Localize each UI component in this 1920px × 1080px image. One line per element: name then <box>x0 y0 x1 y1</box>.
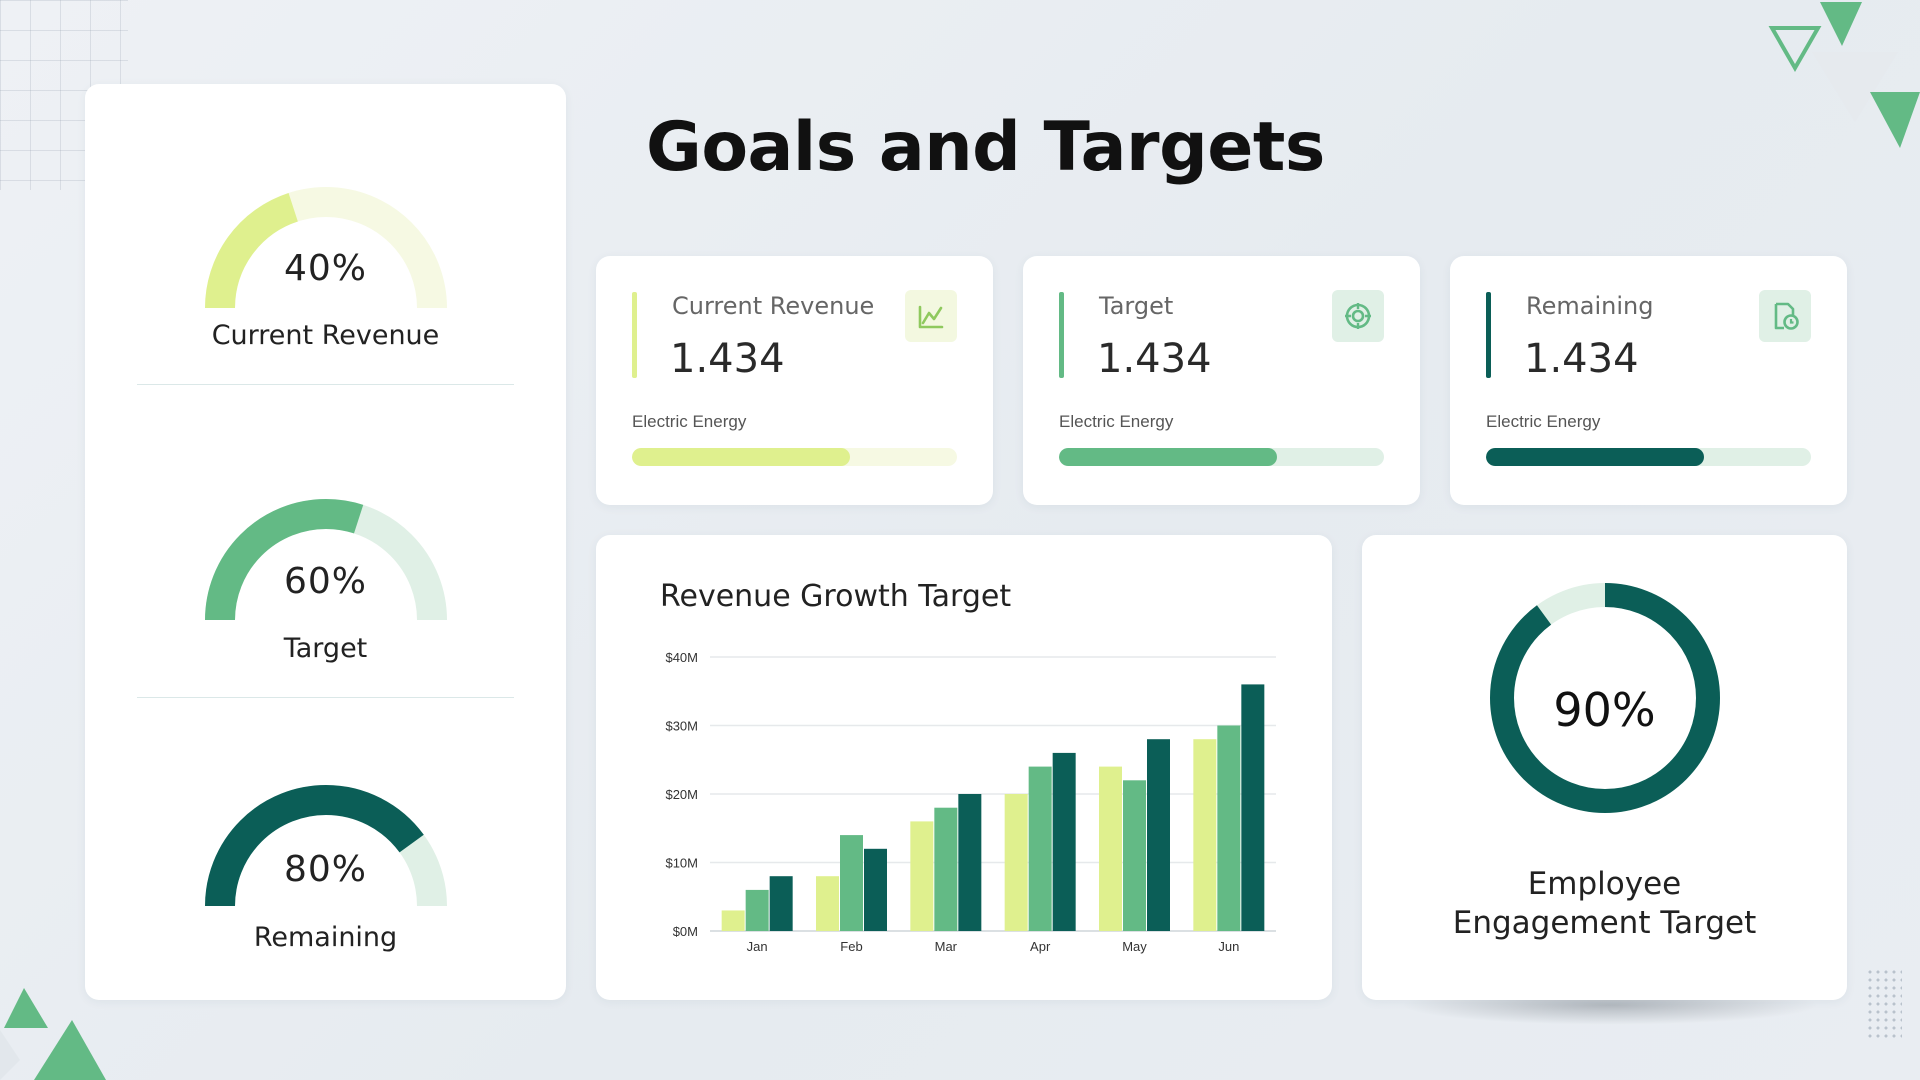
x-tick-label: May <box>1122 939 1147 954</box>
gauge-label: Target <box>283 633 368 664</box>
bar <box>1052 752 1076 931</box>
progress-fill <box>632 448 850 466</box>
gauge-arc <box>204 187 447 309</box>
bar <box>1217 725 1241 931</box>
employee-engagement-card: 90% Employee Engagement Target <box>1362 535 1847 1000</box>
stat-title: Target <box>1099 292 1174 320</box>
revenue-growth-chart-card: Revenue Growth Target $0M $10M $20M $30M $40… <box>596 535 1332 1000</box>
stat-subtitle: Electric Energy <box>632 412 747 431</box>
gauge-percent: 80% <box>283 849 367 890</box>
x-tick-label: Jun <box>1218 939 1239 954</box>
document-clock-icon[interactable] <box>1759 290 1811 342</box>
bar <box>840 835 863 931</box>
stat-value: 1.434 <box>1097 336 1212 382</box>
stat-title: Remaining <box>1526 292 1654 320</box>
accent-bar <box>1486 292 1491 378</box>
x-tick-label: Jan <box>747 939 768 954</box>
progress-bar <box>1486 448 1811 466</box>
stat-value: 1.434 <box>670 336 785 382</box>
gauge-target: 60% Target <box>85 396 566 696</box>
stat-title: Current Revenue <box>672 292 875 320</box>
bar <box>958 794 982 931</box>
bar <box>1028 766 1052 931</box>
stat-card-remaining: Remaining 1.434 Electric Energy <box>1450 256 1847 505</box>
donut-percent: 90% <box>1553 683 1656 737</box>
bar <box>1147 739 1170 931</box>
bar <box>910 821 934 931</box>
chart-title: Revenue Growth Target <box>660 579 1012 614</box>
gauge-percent: 60% <box>283 561 367 602</box>
bar <box>1123 780 1146 931</box>
gauge-remaining: 80% Remaining <box>85 684 566 994</box>
accent-bar <box>632 292 637 378</box>
y-tick-label: $0M <box>673 924 698 939</box>
triangle-decoration <box>1768 2 1920 148</box>
progress-bar <box>632 448 957 466</box>
divider <box>137 384 514 385</box>
bar <box>864 848 887 931</box>
progress-fill <box>1486 448 1704 466</box>
bar <box>721 910 745 931</box>
stat-value: 1.434 <box>1524 336 1639 382</box>
gauge-label: Current Revenue <box>211 320 440 351</box>
donut-chart <box>1490 583 1720 813</box>
gauge-percent: 40% <box>283 248 367 289</box>
stat-card-current-revenue: Current Revenue 1.434 Electric Energy <box>596 256 993 505</box>
y-tick-label: $20M <box>665 787 698 802</box>
bar <box>1193 739 1217 931</box>
chart-growth-icon[interactable] <box>905 290 957 342</box>
progress-fill <box>1059 448 1277 466</box>
page-title: Goals and Targets <box>646 108 1325 187</box>
bar <box>1241 684 1265 931</box>
donut-label-line2: Engagement Target <box>1452 905 1757 941</box>
x-tick-label: Feb <box>840 939 862 954</box>
bar <box>1004 794 1028 931</box>
accent-bar <box>1059 292 1064 378</box>
bar <box>769 876 793 931</box>
y-tick-label: $30M <box>665 719 698 734</box>
target-icon[interactable] <box>1332 290 1384 342</box>
gauge-label: Remaining <box>253 922 398 953</box>
background-dots-decoration <box>1866 968 1902 1040</box>
gauge-arc <box>204 499 447 621</box>
bar <box>1099 766 1122 931</box>
x-tick-label: Mar <box>935 939 958 954</box>
y-tick-label: $10M <box>665 856 698 871</box>
donut-label: Employee Engagement Target <box>1362 865 1847 943</box>
stat-subtitle: Electric Energy <box>1059 412 1174 431</box>
bar <box>934 807 958 931</box>
bar-chart: $0M $10M $20M $30M $40M Jan Feb Mar Apr May Jun <box>665 650 1276 954</box>
x-tick-label: Apr <box>1030 939 1051 954</box>
stat-subtitle: Electric Energy <box>1486 412 1601 431</box>
donut-label-line1: Employee <box>1527 866 1682 902</box>
stat-card-target: Target 1.434 Electric Energy <box>1023 256 1420 505</box>
gauges-panel: 40% Current Revenue 60% Target 80% Remai… <box>85 84 566 1000</box>
progress-bar <box>1059 448 1384 466</box>
divider <box>137 697 514 698</box>
gauge-arc <box>204 785 447 907</box>
bar <box>816 876 839 931</box>
y-tick-label: $40M <box>665 650 698 665</box>
gauge-current-revenue: 40% Current Revenue <box>85 84 566 414</box>
bar <box>745 889 769 931</box>
triangle-decoration <box>0 988 106 1080</box>
